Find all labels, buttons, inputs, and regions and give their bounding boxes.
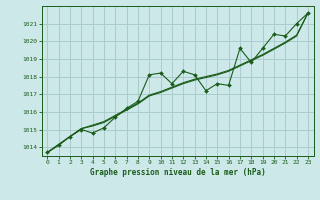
X-axis label: Graphe pression niveau de la mer (hPa): Graphe pression niveau de la mer (hPa) — [90, 168, 266, 177]
